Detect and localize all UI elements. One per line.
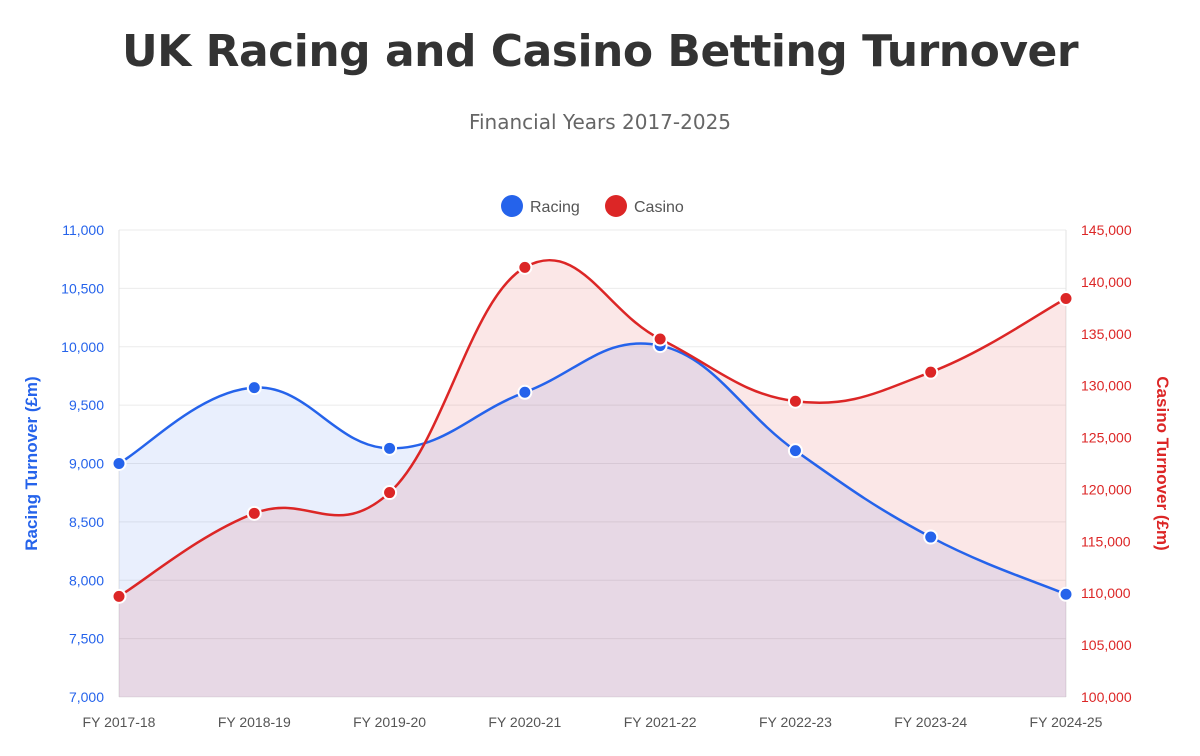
y-left-tick-label: 7,500 bbox=[69, 631, 104, 647]
chart-subtitle: Financial Years 2017-2025 bbox=[468, 110, 732, 134]
y-right-tick-label: 100,000 bbox=[1081, 689, 1132, 705]
data-point-casino bbox=[382, 485, 398, 501]
y-left-tick-label: 7,000 bbox=[69, 689, 104, 705]
data-point-casino bbox=[111, 588, 127, 604]
x-tick-label: FY 2024-25 bbox=[1030, 714, 1103, 730]
y-left-tick-label: 10,500 bbox=[61, 280, 104, 296]
legend-marker-racing bbox=[501, 195, 523, 217]
y-left-tick-label: 8,000 bbox=[69, 572, 104, 588]
y-right-tick-label: 115,000 bbox=[1081, 533, 1131, 549]
y-right-tick-label: 145,000 bbox=[1081, 222, 1132, 238]
data-point-racing bbox=[923, 529, 939, 545]
data-point-casino bbox=[246, 505, 262, 521]
x-tick-label: FY 2020-21 bbox=[488, 714, 561, 730]
y-right-tick-label: 110,000 bbox=[1081, 585, 1131, 601]
y-left-tick-label: 11,000 bbox=[62, 222, 104, 238]
y-right-axis-title: Casino Turnover (£m) bbox=[1153, 376, 1172, 550]
data-point-casino bbox=[923, 364, 939, 380]
series-line-casino bbox=[118, 259, 1067, 598]
data-point-racing bbox=[382, 440, 398, 456]
data-point-casino bbox=[1058, 290, 1074, 306]
series-area-casino bbox=[119, 260, 1066, 697]
x-tick-label: FY 2021-22 bbox=[624, 714, 697, 730]
x-tick-label: FY 2018-19 bbox=[218, 714, 291, 730]
series-area-racing bbox=[119, 343, 1066, 697]
y-left-tick-label: 9,000 bbox=[69, 456, 104, 472]
data-point-casino bbox=[517, 259, 533, 275]
series-line-racing bbox=[118, 342, 1067, 596]
data-point-racing bbox=[517, 384, 533, 400]
x-tick-label: FY 2023-24 bbox=[894, 714, 967, 730]
x-tick-label: FY 2022-23 bbox=[759, 714, 832, 730]
y-right-tick-label: 140,000 bbox=[1081, 274, 1132, 290]
y-left-tick-label: 8,500 bbox=[69, 514, 104, 530]
y-right-tick-label: 105,000 bbox=[1081, 637, 1132, 653]
x-tick-label: FY 2017-18 bbox=[83, 714, 156, 730]
y-left-tick-label: 9,500 bbox=[69, 397, 104, 413]
legend-marker-casino bbox=[605, 195, 627, 217]
legend-label-racing: Racing bbox=[530, 199, 580, 216]
data-point-racing bbox=[1058, 586, 1074, 602]
data-point-racing bbox=[111, 456, 127, 471]
y-right-tick-label: 135,000 bbox=[1081, 326, 1132, 342]
data-point-racing bbox=[246, 380, 262, 396]
data-point-casino bbox=[787, 393, 803, 409]
data-point-casino bbox=[652, 331, 668, 347]
y-left-axis-title: Racing Turnover (£m) bbox=[22, 376, 41, 550]
x-tick-label: FY 2019-20 bbox=[353, 714, 426, 730]
y-right-tick-label: 130,000 bbox=[1081, 378, 1132, 394]
y-left-tick-label: 10,000 bbox=[61, 339, 104, 355]
y-right-tick-label: 120,000 bbox=[1081, 481, 1132, 497]
data-point-racing bbox=[787, 443, 803, 459]
chart-title: UK Racing and Casino Betting Turnover bbox=[121, 26, 1079, 77]
legend-label-casino: Casino bbox=[634, 199, 684, 216]
y-right-tick-label: 125,000 bbox=[1081, 430, 1132, 446]
